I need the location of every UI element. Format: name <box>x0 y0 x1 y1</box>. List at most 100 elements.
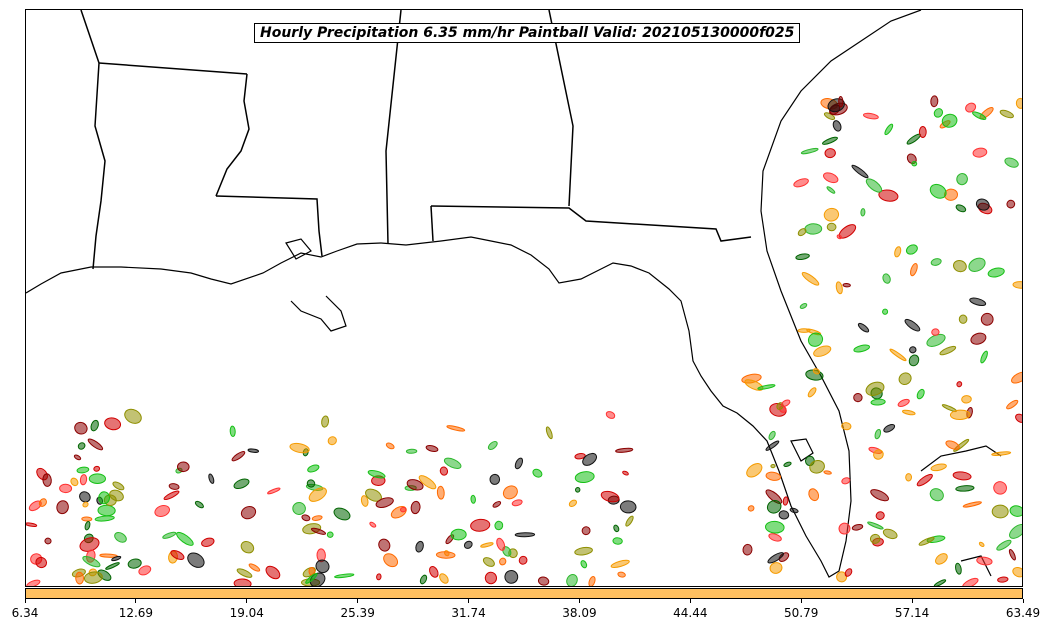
precipitation-blob <box>826 186 836 194</box>
precipitation-blob <box>841 477 851 485</box>
precipitation-blob <box>176 531 194 546</box>
precipitation-blob <box>229 425 236 437</box>
precipitation-blob <box>968 257 986 272</box>
precipitation-blob <box>233 578 252 586</box>
precipitation-blob <box>851 524 864 531</box>
state-borders <box>80 10 752 270</box>
precipitation-blob <box>826 222 837 232</box>
precipitation-blob <box>844 568 853 577</box>
precipitation-blob <box>768 533 782 542</box>
precipitation-blob <box>138 565 152 576</box>
precipitation-blob <box>955 485 975 492</box>
precipitation-blob <box>439 573 449 584</box>
precipitation-blob <box>929 183 947 199</box>
colorbar-tick-mark <box>1022 599 1024 603</box>
precipitation-blob <box>865 178 883 193</box>
precipitation-blob <box>489 473 501 485</box>
precipitation-blob <box>969 297 987 307</box>
precipitation-blob <box>905 244 918 255</box>
precipitation-blob <box>289 442 310 454</box>
precipitation-blob <box>247 448 260 453</box>
precipitation-blob <box>385 442 395 450</box>
precipitation-blob <box>233 478 250 490</box>
precipitation-blob <box>945 440 960 450</box>
precipitation-blob <box>766 500 782 514</box>
precipitation-blob <box>326 531 334 538</box>
border-al-fl-ga <box>430 205 752 242</box>
precipitation-blob <box>405 448 418 454</box>
precipitation-blob <box>836 234 842 240</box>
precipitation-blob <box>933 108 944 118</box>
precipitation-blob <box>952 259 967 273</box>
precipitation-blob <box>980 350 988 364</box>
precipitation-blob <box>952 471 972 481</box>
precipitation-blob <box>889 348 907 362</box>
precipitation-blob <box>813 345 832 357</box>
precipitation-blob <box>482 557 495 567</box>
precipitation-blob <box>962 501 982 508</box>
precipitation-blob <box>367 469 386 479</box>
precipitation-blob <box>747 505 755 512</box>
precipitation-blob <box>79 491 91 503</box>
precipitation-blob <box>622 470 629 476</box>
precipitation-blob <box>612 537 623 545</box>
precipitation-blob <box>369 521 377 528</box>
precipitation-blob <box>334 573 355 579</box>
precipitation-blob <box>83 571 103 584</box>
precipitation-blob <box>793 178 809 188</box>
precipitation-blob <box>933 579 947 586</box>
precipitation-blob <box>327 436 337 446</box>
precipitation-blob <box>860 208 866 217</box>
precipitation-blob <box>930 95 939 108</box>
precipitation-blob <box>87 438 104 451</box>
mississippi-delta <box>290 295 347 332</box>
precipitation-blob <box>494 520 504 531</box>
precipitation-blob <box>450 528 467 541</box>
precipitation-blob <box>797 228 807 237</box>
precipitation-blob <box>997 576 1009 583</box>
precipitation-blob <box>918 536 935 546</box>
precipitation-blob <box>390 506 407 519</box>
precipitation-blob <box>537 576 550 586</box>
precipitation-blob <box>902 409 916 416</box>
precipitation-blob <box>75 571 85 585</box>
precipitation-blob <box>883 424 896 433</box>
precipitation-blob <box>1009 523 1022 539</box>
precipitation-blob <box>439 466 449 476</box>
map-frame: Hourly Precipitation 6.35 mm/hr Paintbal… <box>25 9 1023 587</box>
colorbar-tick-label: 38.09 <box>562 606 597 620</box>
precipitation-blob <box>918 126 927 138</box>
precipitation-blob <box>502 485 518 500</box>
precipitation-blob <box>767 552 784 564</box>
lake-okeechobee <box>790 438 814 462</box>
precipitation-blob <box>929 488 944 502</box>
border-ar-la <box>98 62 248 75</box>
precipitation-blob <box>956 381 963 388</box>
precipitation-blob <box>939 345 957 356</box>
precipitation-blob <box>82 555 101 568</box>
precipitation-blob <box>980 312 994 326</box>
precipitation-blob <box>114 532 127 543</box>
coastline <box>26 10 1002 578</box>
precipitation-blob <box>987 267 1005 278</box>
precipitation-blob <box>74 421 88 435</box>
precipitation-blob <box>418 475 437 490</box>
precipitation-blob <box>976 556 993 566</box>
precipitation-blob <box>162 531 177 539</box>
precipitation-blob <box>301 514 311 522</box>
precipitation-blob <box>809 460 825 474</box>
precipitation-blob <box>801 271 820 286</box>
precipitation-blob <box>580 560 588 569</box>
precipitation-blob <box>904 318 921 332</box>
precipitation-blob <box>574 546 593 556</box>
cuba-coast <box>960 555 992 577</box>
precipitation-blob <box>1006 199 1016 209</box>
precipitation-blob <box>436 485 445 500</box>
precipitation-blob <box>581 526 591 536</box>
precipitation-blob <box>869 533 881 544</box>
precipitation-blob <box>163 490 180 501</box>
precipitation-blob <box>492 501 502 508</box>
precipitation-blob <box>961 395 972 404</box>
precipitation-blob <box>851 164 869 179</box>
precipitation-blob <box>112 481 125 491</box>
